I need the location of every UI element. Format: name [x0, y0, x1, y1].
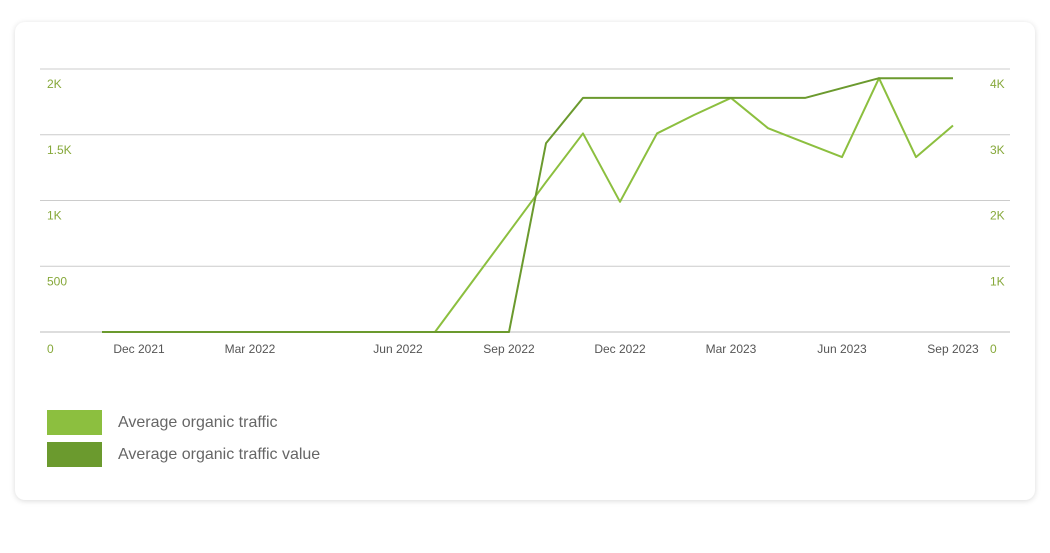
card [15, 22, 1035, 500]
x-tick-label: Sep 2023 [927, 342, 979, 356]
legend-label: Average organic traffic value [118, 446, 320, 463]
y-tick-label: 2K [47, 77, 62, 91]
x-tick-label: Dec 2022 [594, 342, 646, 356]
legend-label: Average organic traffic [118, 414, 278, 431]
y-tick-label: 0 [47, 342, 54, 356]
series-line [102, 77, 954, 333]
y2-tick-label: 4K [990, 77, 1005, 91]
x-tick-label: Jun 2023 [817, 342, 867, 356]
x-tick-label: Jun 2022 [373, 342, 423, 356]
x-tick-label: Mar 2022 [225, 342, 276, 356]
x-tick-label: Dec 2021 [113, 342, 165, 356]
legend-swatch [47, 410, 102, 435]
y-tick-label: 1.5K [47, 143, 72, 157]
legend-swatch [47, 442, 102, 467]
y2-tick-label: 2K [990, 209, 1005, 223]
x-tick-label: Mar 2023 [706, 342, 757, 356]
y2-tick-label: 0 [990, 342, 997, 356]
series-line [102, 77, 953, 333]
y-tick-label: 500 [47, 274, 67, 288]
y2-tick-label: 3K [990, 143, 1005, 157]
x-tick-label: Sep 2022 [483, 342, 535, 356]
y-tick-label: 1K [47, 209, 62, 223]
y2-tick-label: 1K [990, 274, 1005, 288]
